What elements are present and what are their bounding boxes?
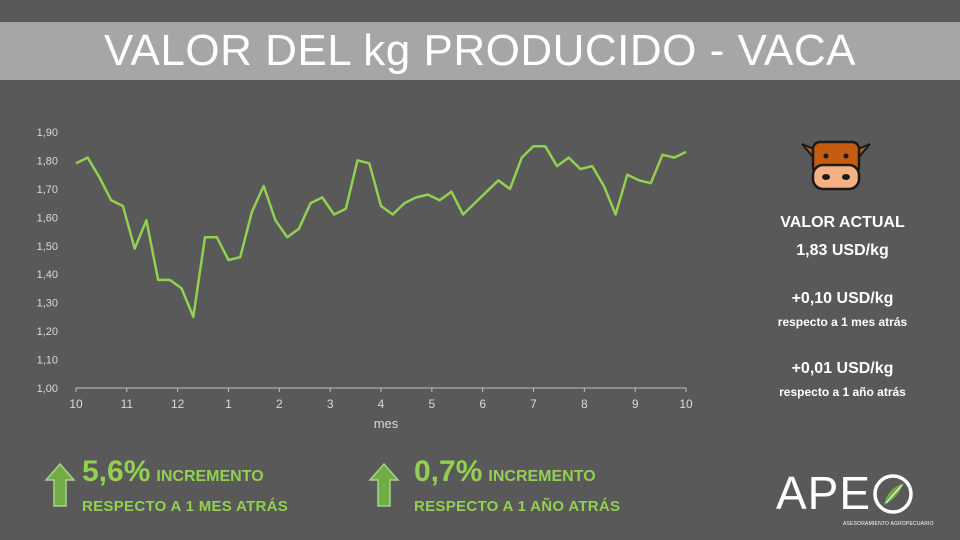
y-tick-label: 1,00 bbox=[37, 383, 58, 395]
x-tick-label: 1 bbox=[225, 397, 232, 411]
current-value-label: VALOR ACTUAL bbox=[780, 214, 905, 231]
x-tick-label: 4 bbox=[378, 397, 385, 411]
year-increment-pct: 0,7% bbox=[414, 455, 483, 488]
month-increment: 5,6% INCREMENTO bbox=[82, 455, 264, 489]
up-arrow-icon bbox=[368, 462, 400, 507]
x-tick-label: 9 bbox=[632, 397, 639, 411]
x-tick-label: 3 bbox=[327, 397, 334, 411]
month-increment-sub: RESPECTO A 1 MES ATRÁS bbox=[82, 498, 289, 515]
line-chart: 1,00 1,10 1,20 1,30 1,40 1,50 1,60 1,70 1,80 1,90… bbox=[37, 127, 693, 431]
y-tick-label: 1,30 bbox=[37, 298, 58, 310]
x-tick-label: 6 bbox=[479, 397, 486, 411]
x-tick-label: 11 bbox=[121, 397, 134, 411]
y-axis: 1,00 1,10 1,20 1,30 1,40 1,50 1,60 1,70 1,80 1,90 bbox=[37, 127, 58, 395]
logo-text: APE bbox=[776, 467, 872, 519]
current-value: 1,83 USD/kg bbox=[796, 242, 889, 259]
x-tick-label: 2 bbox=[276, 397, 283, 411]
y-tick-label: 1,80 bbox=[37, 155, 58, 167]
title-bar: VALOR DEL kg PRODUCIDO - VACA bbox=[0, 22, 960, 80]
y-tick-label: 1,50 bbox=[37, 241, 58, 253]
y-tick-label: 1,20 bbox=[37, 326, 58, 338]
y-tick-label: 1,60 bbox=[37, 212, 58, 224]
x-tick-label: 7 bbox=[530, 397, 537, 411]
x-axis-label: mes bbox=[374, 416, 399, 431]
change-month-value: +0,10 USD/kg bbox=[791, 290, 894, 307]
leaf-logo-icon bbox=[873, 474, 913, 514]
month-increment-pct: 5,6% bbox=[82, 455, 151, 488]
cow-icon bbox=[801, 140, 871, 191]
year-increment: 0,7% INCREMENTO bbox=[414, 455, 596, 489]
logo-subtitle: ASESORAMIENTO AGROPECUARIO bbox=[843, 521, 934, 527]
x-tick-label: 8 bbox=[581, 397, 588, 411]
year-increment-sub: RESPECTO A 1 AÑO ATRÁS bbox=[414, 498, 621, 515]
year-increment-label: INCREMENTO bbox=[488, 468, 596, 485]
page-title: VALOR DEL kg PRODUCIDO - VACA bbox=[103, 26, 857, 75]
x-tick-label: 10 bbox=[69, 397, 83, 411]
plot-area bbox=[75, 144, 687, 319]
month-increment-label: INCREMENTO bbox=[156, 468, 264, 485]
x-tick-label: 12 bbox=[171, 397, 185, 411]
y-tick-label: 1,90 bbox=[37, 127, 58, 139]
change-year-note: respecto a 1 año atrás bbox=[779, 385, 906, 399]
change-year-value: +0,01 USD/kg bbox=[791, 360, 894, 377]
change-month-note: respecto a 1 mes atrás bbox=[777, 315, 908, 329]
x-tick-label: 10 bbox=[679, 397, 693, 411]
y-tick-label: 1,10 bbox=[37, 355, 58, 367]
y-tick-label: 1,70 bbox=[37, 184, 58, 196]
up-arrow-icon bbox=[44, 462, 76, 507]
y-tick-label: 1,40 bbox=[37, 269, 58, 281]
series-line bbox=[75, 144, 687, 319]
x-axis: 10 11 12 1 2 3 4 5 6 7 8 9 10 bbox=[69, 387, 693, 411]
x-tick-label: 5 bbox=[428, 397, 435, 411]
